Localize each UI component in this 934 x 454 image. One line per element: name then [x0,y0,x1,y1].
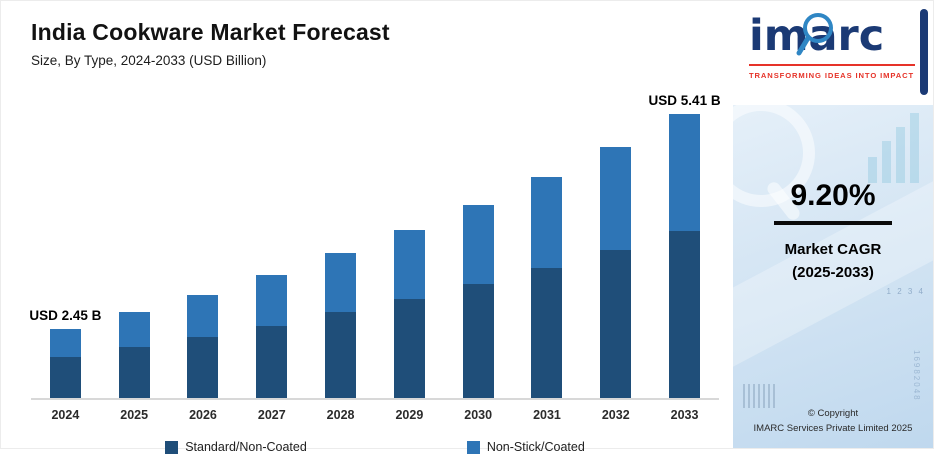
bar-value-label-2033: USD 5.41 B [648,93,721,108]
segment-non-stick-coated-2028 [325,253,357,312]
bar-stack-2028 [325,253,357,398]
bar-2032 [581,147,650,398]
segment-non-stick-coated-2024 [49,329,81,357]
bar-stack-2032 [600,147,632,398]
chart-title: India Cookware Market Forecast [31,19,390,45]
segment-non-stick-coated-2032 [600,147,632,250]
x-axis-label-2027: 2027 [257,408,286,422]
segment-standard-non-coated-2025 [118,347,150,398]
bar-2024: USD 2.45 B [29,308,101,398]
bar-stack-2029 [393,230,425,398]
decor-barcode [743,384,777,408]
legend-swatch-non-stick [466,440,480,454]
segment-non-stick-coated-2026 [187,295,219,337]
bar-value-label-2024: USD 2.45 B [29,308,102,323]
bar-2033: USD 5.41 B [649,93,721,398]
cagr-label-line2: (2025-2033) [792,263,874,281]
bar-stack-2024: USD 2.45 B [29,308,101,398]
bar-2025 [100,312,169,398]
chart-subtitle: Size, By Type, 2024-2033 (USD Billion) [31,53,267,68]
x-axis: 2024 2025 2026 2027 2028 2029 2030 2031 2032 2033 [31,408,719,422]
decor-digits-row: 1 2 3 4 [886,287,925,296]
side-panel: imarc TRANSFORMING IDEAS INTO IMPACT 9.2… [733,1,933,448]
x-axis-label-2029: 2029 [395,408,424,422]
bar-stack-2033: USD 5.41 B [649,93,721,398]
x-axis-label-2028: 2028 [326,408,355,422]
segment-standard-non-coated-2031 [531,268,563,398]
bar-2031 [513,177,582,398]
plot-area: USD 2.45 B USD 5.41 B [29,93,721,400]
bar-stack-2027 [256,275,288,398]
x-axis-label-2030: 2030 [464,408,493,422]
legend-item-standard-non-coated: Standard/Non-Coated [165,440,307,454]
x-axis-label-2032: 2032 [601,408,630,422]
bar-2026 [169,295,238,398]
bar-2027 [237,275,306,398]
legend: Standard/Non-Coated Non-Stick/Coated [31,440,719,454]
bar-stack-2031 [531,177,563,398]
segment-standard-non-coated-2029 [393,299,425,398]
chart-panel: India Cookware Market Forecast Size, By … [1,1,733,454]
bar-2029 [375,230,444,398]
logo-accent-bar [920,9,928,95]
cagr-underline [774,221,892,225]
cagr-block: 9.20% Market CAGR (2025-2033) [733,179,933,284]
segment-standard-non-coated-2028 [325,312,357,398]
x-axis-label-2025: 2025 [120,408,149,422]
cagr-label: Market CAGR (2025-2033) [733,239,933,284]
bar-stack-2030 [462,205,494,398]
logo-card: imarc TRANSFORMING IDEAS INTO IMPACT [733,1,933,105]
legend-label-non-stick: Non-Stick/Coated [486,440,585,454]
bar-2030 [444,205,513,398]
segment-standard-non-coated-2024 [49,357,81,398]
segment-non-stick-coated-2029 [393,230,425,299]
segment-standard-non-coated-2033 [669,231,701,398]
legend-swatch-standard [165,440,179,454]
logo-tagline: TRANSFORMING IDEAS INTO IMPACT [749,70,915,80]
segment-standard-non-coated-2030 [462,284,494,398]
magnifier-icon [796,13,833,56]
segment-non-stick-coated-2030 [462,205,494,284]
bar-stack-2025 [118,312,150,398]
x-axis-label-2031: 2031 [533,408,561,422]
cagr-label-line1: Market CAGR [784,241,882,258]
x-axis-label-2026: 2026 [189,408,217,422]
imarc-logo-text: imarc [749,11,885,61]
bar-2028 [306,253,375,398]
imarc-logo: imarc [749,13,884,58]
legend-label-standard: Standard/Non-Coated [185,440,307,454]
segment-non-stick-coated-2025 [118,312,150,347]
copyright: © Copyright IMARC Services Private Limit… [733,406,933,436]
x-axis-label-2024: 2024 [51,408,80,422]
decor-digits-column: 16982048 [912,350,921,402]
segment-standard-non-coated-2026 [187,337,219,398]
decor-mini-bar-chart [868,113,919,183]
copyright-line2: IMARC Services Private Limited 2025 [753,422,913,434]
segment-non-stick-coated-2027 [256,275,288,326]
segment-standard-non-coated-2032 [600,250,632,398]
x-axis-label-2033: 2033 [670,408,699,422]
copyright-line1: © Copyright [807,407,859,419]
segment-non-stick-coated-2033 [669,114,701,231]
segment-non-stick-coated-2031 [531,177,563,268]
bar-stack-2026 [187,295,219,398]
segment-standard-non-coated-2027 [256,326,288,398]
stacked-bar-chart: USD 2.45 B USD 5.41 B 2024 2025 2026 2027 202… [29,93,721,422]
legend-item-non-stick-coated: Non-Stick/Coated [466,440,585,454]
cagr-value: 9.20% [790,179,876,212]
logo-divider [749,63,915,66]
